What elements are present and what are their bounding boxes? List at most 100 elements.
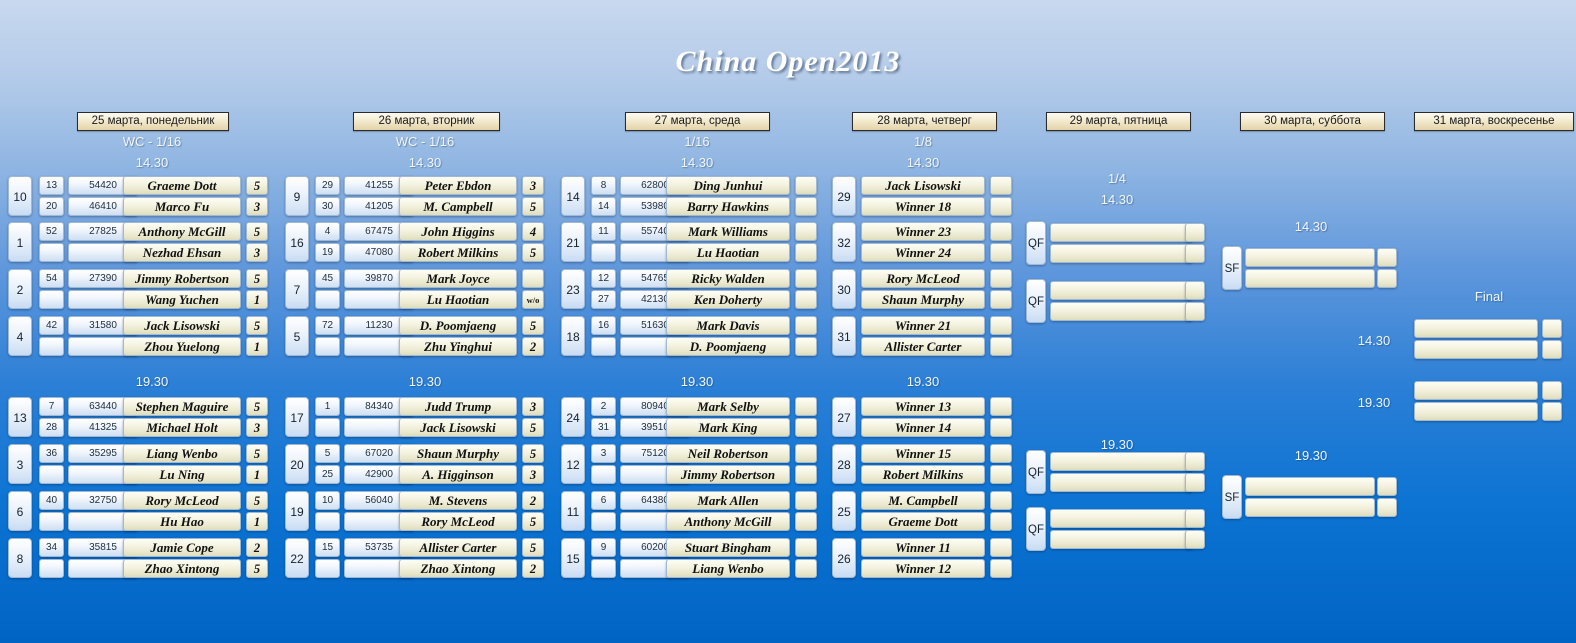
player-score[interactable]: 5 bbox=[522, 418, 544, 437]
player-name[interactable]: Lu Haotian bbox=[399, 290, 517, 309]
player-name[interactable]: Rory McLeod bbox=[861, 269, 985, 288]
player-score[interactable]: 5 bbox=[522, 243, 544, 262]
player-score[interactable] bbox=[1377, 498, 1397, 517]
player-score[interactable] bbox=[1377, 248, 1397, 267]
player-score[interactable] bbox=[990, 538, 1012, 557]
player-name[interactable]: Winner 21 bbox=[861, 316, 985, 335]
player-name[interactable]: Mark King bbox=[666, 418, 790, 437]
player-name[interactable]: Jack Lisowski bbox=[861, 176, 985, 195]
player-name[interactable]: Graeme Dott bbox=[861, 512, 985, 531]
player-score[interactable] bbox=[795, 269, 817, 288]
player-score[interactable] bbox=[1542, 319, 1562, 338]
player-name[interactable]: Zhu Yinghui bbox=[399, 337, 517, 356]
player-score[interactable]: 1 bbox=[246, 465, 268, 484]
player-name[interactable]: Barry Hawkins bbox=[666, 197, 790, 216]
player-score[interactable] bbox=[795, 512, 817, 531]
player-name[interactable]: Shaun Murphy bbox=[399, 444, 517, 463]
player-name[interactable]: John Higgins bbox=[399, 222, 517, 241]
player-name[interactable]: Lu Haotian bbox=[666, 243, 790, 262]
player-score[interactable] bbox=[1185, 473, 1205, 492]
player-name[interactable]: Zhao Xintong bbox=[123, 559, 241, 578]
player-score[interactable] bbox=[795, 222, 817, 241]
date-header-3[interactable]: 27 марта, среда bbox=[625, 112, 770, 131]
player-name[interactable]: Stuart Bingham bbox=[666, 538, 790, 557]
player-name[interactable]: Anthony McGill bbox=[123, 222, 241, 241]
player-score[interactable] bbox=[1185, 509, 1205, 528]
player-name[interactable]: Robert Milkins bbox=[861, 465, 985, 484]
date-header-4[interactable]: 28 марта, четверг bbox=[852, 112, 997, 131]
player-score[interactable]: 3 bbox=[522, 465, 544, 484]
player-name[interactable] bbox=[1414, 340, 1538, 359]
player-name[interactable]: Liang Wenbo bbox=[123, 444, 241, 463]
player-score[interactable] bbox=[1542, 381, 1562, 400]
player-name[interactable]: Stephen Maguire bbox=[123, 397, 241, 416]
player-name[interactable]: Winner 23 bbox=[861, 222, 985, 241]
player-name[interactable]: Judd Trump bbox=[399, 397, 517, 416]
player-score[interactable] bbox=[990, 222, 1012, 241]
player-score[interactable]: 5 bbox=[246, 176, 268, 195]
player-name[interactable]: Michael Holt bbox=[123, 418, 241, 437]
player-score[interactable]: 1 bbox=[246, 512, 268, 531]
player-name[interactable]: Robert Milkins bbox=[399, 243, 517, 262]
player-score[interactable] bbox=[990, 444, 1012, 463]
player-score[interactable] bbox=[795, 243, 817, 262]
player-score[interactable]: 5 bbox=[246, 316, 268, 335]
player-score[interactable] bbox=[1377, 269, 1397, 288]
player-score[interactable] bbox=[1185, 223, 1205, 242]
player-name[interactable]: Liang Wenbo bbox=[666, 559, 790, 578]
player-name[interactable]: Graeme Dott bbox=[123, 176, 241, 195]
player-score[interactable] bbox=[795, 465, 817, 484]
player-name[interactable]: Nezhad Ehsan bbox=[123, 243, 241, 262]
player-score[interactable] bbox=[990, 559, 1012, 578]
player-score[interactable] bbox=[990, 512, 1012, 531]
player-name[interactable]: Jimmy Robertson bbox=[123, 269, 241, 288]
player-name[interactable] bbox=[1414, 319, 1538, 338]
player-score[interactable] bbox=[795, 418, 817, 437]
player-score[interactable]: 5 bbox=[246, 222, 268, 241]
player-score[interactable] bbox=[795, 197, 817, 216]
player-score[interactable] bbox=[990, 465, 1012, 484]
player-score[interactable] bbox=[1185, 281, 1205, 300]
player-name[interactable]: Ding Junhui bbox=[666, 176, 790, 195]
player-name[interactable] bbox=[1414, 402, 1538, 421]
player-name[interactable]: Jamie Cope bbox=[123, 538, 241, 557]
player-name[interactable]: Allister Carter bbox=[861, 337, 985, 356]
player-name[interactable]: Peter Ebdon bbox=[399, 176, 517, 195]
player-name[interactable]: Shaun Murphy bbox=[861, 290, 985, 309]
player-score[interactable] bbox=[990, 316, 1012, 335]
player-name[interactable]: Winner 14 bbox=[861, 418, 985, 437]
player-score[interactable] bbox=[1185, 244, 1205, 263]
player-score[interactable] bbox=[795, 538, 817, 557]
player-score[interactable]: 5 bbox=[522, 197, 544, 216]
player-score[interactable]: 1 bbox=[246, 337, 268, 356]
player-score[interactable]: 4 bbox=[522, 222, 544, 241]
player-name[interactable] bbox=[1245, 248, 1375, 267]
player-score[interactable] bbox=[795, 559, 817, 578]
player-name[interactable] bbox=[1050, 452, 1193, 471]
player-name[interactable]: Winner 18 bbox=[861, 197, 985, 216]
player-score[interactable]: 5 bbox=[522, 444, 544, 463]
player-score[interactable]: 5 bbox=[522, 538, 544, 557]
player-score[interactable] bbox=[795, 444, 817, 463]
player-score[interactable]: 3 bbox=[522, 397, 544, 416]
player-name[interactable]: Ken Doherty bbox=[666, 290, 790, 309]
player-score[interactable]: 2 bbox=[522, 337, 544, 356]
player-score[interactable] bbox=[1185, 302, 1205, 321]
player-score[interactable] bbox=[990, 176, 1012, 195]
date-header-2[interactable]: 26 марта, вторник bbox=[353, 112, 500, 131]
player-score[interactable]: 2 bbox=[522, 559, 544, 578]
player-name[interactable]: Winner 24 bbox=[861, 243, 985, 262]
player-score[interactable]: 5 bbox=[246, 269, 268, 288]
player-name[interactable]: Zhao Xintong bbox=[399, 559, 517, 578]
player-name[interactable]: Winner 12 bbox=[861, 559, 985, 578]
player-score[interactable] bbox=[795, 316, 817, 335]
player-score[interactable]: 3 bbox=[246, 418, 268, 437]
player-name[interactable]: A. Higginson bbox=[399, 465, 517, 484]
player-name[interactable]: Rory McLeod bbox=[123, 491, 241, 510]
walkover-badge[interactable]: w/o bbox=[522, 290, 544, 309]
player-score[interactable]: 5 bbox=[246, 491, 268, 510]
player-name[interactable]: M. Campbell bbox=[861, 491, 985, 510]
player-score[interactable]: 1 bbox=[246, 290, 268, 309]
player-score[interactable] bbox=[1542, 340, 1562, 359]
player-name[interactable]: Allister Carter bbox=[399, 538, 517, 557]
